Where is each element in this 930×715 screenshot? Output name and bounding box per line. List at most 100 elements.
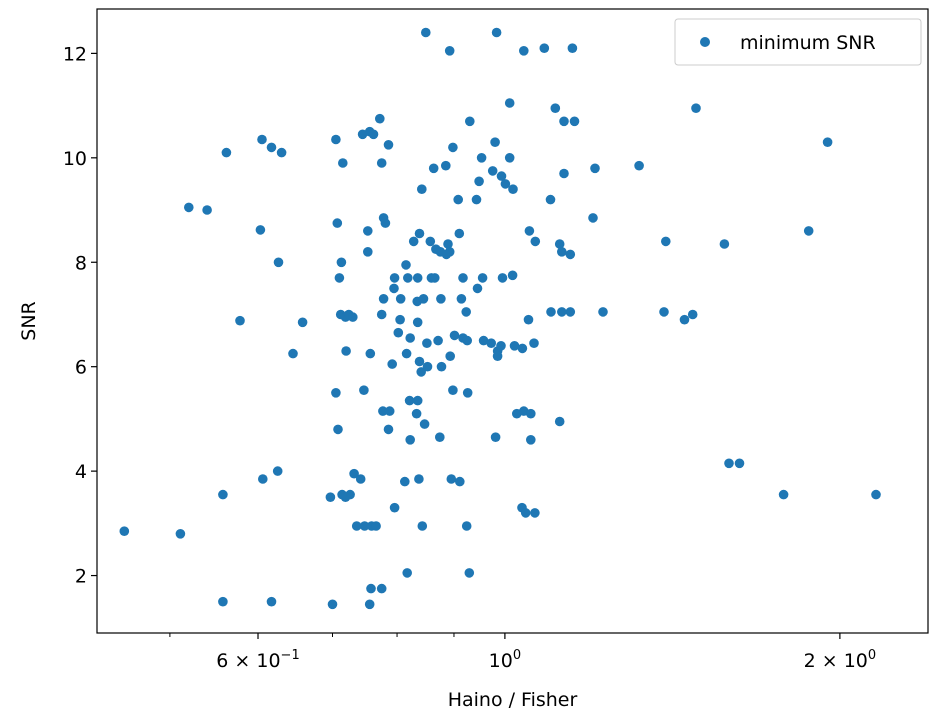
data-point (331, 134, 341, 145)
data-point (119, 526, 130, 536)
x-tick-label: 2 × 100 (804, 648, 877, 672)
data-point (443, 239, 453, 249)
data-point (461, 521, 472, 531)
data-point (496, 171, 507, 181)
data-point (375, 113, 385, 124)
data-point (455, 476, 465, 487)
data-point (461, 307, 472, 317)
data-point (519, 46, 529, 56)
data-point (445, 351, 456, 362)
data-point (472, 283, 483, 294)
data-point (365, 348, 376, 359)
data-point (221, 147, 232, 158)
legend-marker-icon (700, 37, 710, 47)
data-point (465, 116, 475, 127)
data-point (719, 239, 730, 249)
data-point (175, 529, 186, 539)
data-point (444, 46, 455, 56)
data-point (661, 236, 671, 247)
data-point (546, 307, 556, 317)
data-point (458, 273, 468, 283)
data-point (235, 315, 245, 326)
data-point (557, 307, 567, 317)
data-point (404, 395, 415, 406)
data-point (383, 424, 394, 435)
data-point (520, 508, 531, 518)
data-point (408, 236, 419, 247)
data-point (504, 153, 515, 163)
data-point (491, 27, 502, 38)
data-point (590, 163, 600, 174)
data-point (257, 134, 267, 145)
data-point (659, 307, 669, 317)
data-point (336, 257, 347, 268)
data-point (401, 260, 411, 270)
data-point (333, 424, 343, 435)
data-point (550, 103, 561, 113)
data-point (428, 163, 439, 174)
data-point (565, 307, 576, 317)
data-point (402, 568, 413, 578)
data-point (526, 435, 536, 445)
data-point (441, 160, 451, 171)
data-point (416, 367, 427, 377)
y-tick-label: 2 (75, 566, 87, 588)
data-point (508, 184, 518, 194)
data-point (545, 194, 556, 205)
data-point (325, 492, 336, 503)
data-point (412, 317, 423, 328)
data-point (218, 596, 228, 607)
data-point (405, 333, 416, 343)
data-point (691, 103, 701, 113)
data-point (419, 419, 430, 429)
y-axis-label: SNR (18, 301, 40, 340)
data-point (376, 583, 387, 594)
y-tick-label: 8 (75, 252, 87, 274)
data-point (376, 309, 387, 320)
data-point (803, 226, 814, 236)
data-points (119, 27, 881, 610)
x-tick-label: 6 × 10−1 (216, 648, 299, 672)
data-point (184, 202, 194, 213)
data-point (418, 294, 429, 304)
data-point (332, 218, 343, 228)
data-point (368, 129, 379, 140)
data-point (490, 432, 501, 443)
data-point (446, 474, 457, 484)
data-point (422, 361, 433, 372)
data-point (266, 142, 277, 153)
data-point (389, 283, 399, 294)
data-point (276, 147, 287, 158)
data-point (266, 596, 277, 607)
y-tick-label: 12 (63, 43, 87, 65)
data-point (421, 27, 431, 38)
data-point (526, 408, 536, 419)
data-point (462, 335, 473, 346)
data-point (376, 158, 387, 168)
data-point (357, 129, 368, 140)
data-point (378, 406, 388, 416)
data-point (255, 225, 266, 235)
data-point (359, 521, 370, 531)
y-tick-label: 4 (75, 461, 87, 483)
data-point (414, 356, 425, 367)
data-point (471, 194, 482, 205)
data-point (348, 312, 358, 322)
data-point (477, 273, 488, 283)
data-point (448, 142, 458, 153)
data-point (559, 116, 569, 127)
data-point (500, 179, 511, 189)
data-point (559, 168, 569, 179)
data-point (414, 474, 424, 484)
data-point (490, 137, 500, 147)
data-point (687, 309, 698, 320)
data-point (435, 432, 445, 443)
data-point (430, 273, 440, 283)
data-point (389, 502, 400, 513)
data-point (389, 273, 400, 283)
data-point (530, 236, 541, 247)
data-point (400, 476, 410, 487)
data-point (436, 361, 447, 372)
data-point (724, 458, 734, 469)
